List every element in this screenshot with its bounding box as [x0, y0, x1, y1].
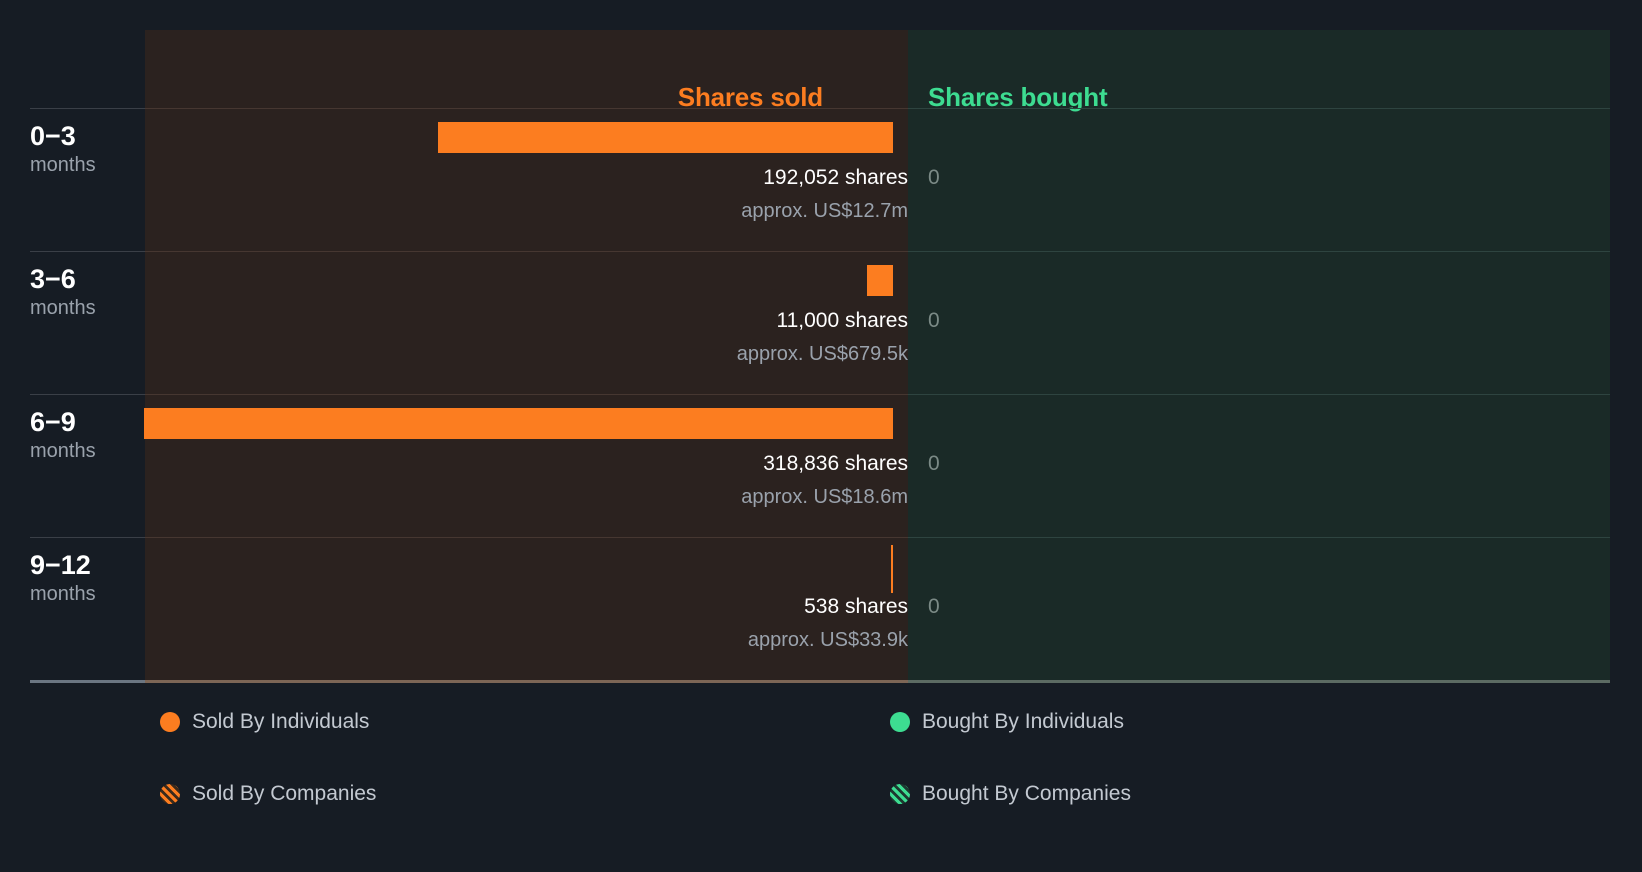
row-label: 0−3 months [30, 122, 140, 180]
row-separator-bought [908, 537, 1610, 538]
shares-sold-approx-value: approx. US$12.7m [741, 200, 908, 222]
row-unit-label: months [30, 297, 96, 320]
legend-item[interactable]: Bought By Individuals [890, 710, 1124, 734]
row-separator-bought [908, 108, 1610, 109]
shares-sold-bar [438, 122, 893, 153]
shares-sold-bar [891, 545, 893, 593]
shares-bought-header: Shares bought [928, 82, 1108, 112]
shares-sold-header: Shares sold [677, 82, 823, 112]
shares-sold-value: 318,836 shares [763, 452, 908, 475]
row-unit-label: months [30, 583, 96, 606]
shares-bought-panel [908, 30, 1610, 682]
shares-sold-value: 192,052 shares [763, 166, 908, 189]
row-unit-label: months [30, 440, 96, 463]
chart-legend: Sold By Individuals Bought By Individuals… [0, 700, 1642, 872]
legend-item-label: Sold By Companies [192, 782, 377, 805]
axis-bottom-line-bought [908, 680, 1610, 683]
bought-by-companies-swatch-icon [890, 784, 910, 804]
shares-sold-bar [867, 265, 893, 296]
sold-by-individuals-swatch-icon [160, 712, 180, 732]
shares-sold-value: 11,000 shares [776, 309, 908, 332]
row-period-label: 3−6 [30, 264, 76, 294]
row-separator-sold [145, 108, 908, 109]
shares-bought-value: 0 [928, 452, 940, 475]
sold-by-companies-swatch-icon [160, 784, 180, 804]
legend-item[interactable]: Sold By Companies [160, 782, 376, 806]
shares-sold-value: 538 shares [804, 595, 908, 618]
row-separator-sold [145, 394, 908, 395]
axis-bottom-line-sold [145, 680, 908, 683]
row-period-label: 9−12 [30, 550, 91, 580]
row-label: 9−12 months [30, 551, 140, 609]
row-separator-sold [145, 537, 908, 538]
shares-bought-value: 0 [928, 309, 940, 332]
chart-header: Shares sold Shares bought [0, 30, 1642, 112]
legend-item-label: Bought By Companies [922, 782, 1131, 805]
shares-sold-approx-value: approx. US$18.6m [741, 486, 908, 508]
row-separator-bought [908, 251, 1610, 252]
legend-item-label: Bought By Individuals [922, 710, 1124, 733]
legend-item[interactable]: Sold By Individuals [160, 710, 369, 734]
row-label: 3−6 months [30, 265, 140, 323]
bought-by-individuals-swatch-icon [890, 712, 910, 732]
shares-sold-bar [144, 408, 893, 439]
row-separator-sold [145, 251, 908, 252]
legend-item[interactable]: Bought By Companies [890, 782, 1131, 806]
shares-sold-approx-value: approx. US$33.9k [747, 629, 908, 651]
row-period-label: 6−9 [30, 407, 76, 437]
row-unit-label: months [30, 154, 96, 177]
legend-item-label: Sold By Individuals [192, 710, 370, 733]
row-period-label: 0−3 [30, 121, 76, 151]
shares-bought-value: 0 [928, 595, 940, 618]
shares-bought-value: 0 [928, 166, 940, 189]
row-label: 6−9 months [30, 408, 140, 466]
shares-sold-approx-value: approx. US$679.5k [736, 343, 908, 365]
row-separator-bought [908, 394, 1610, 395]
